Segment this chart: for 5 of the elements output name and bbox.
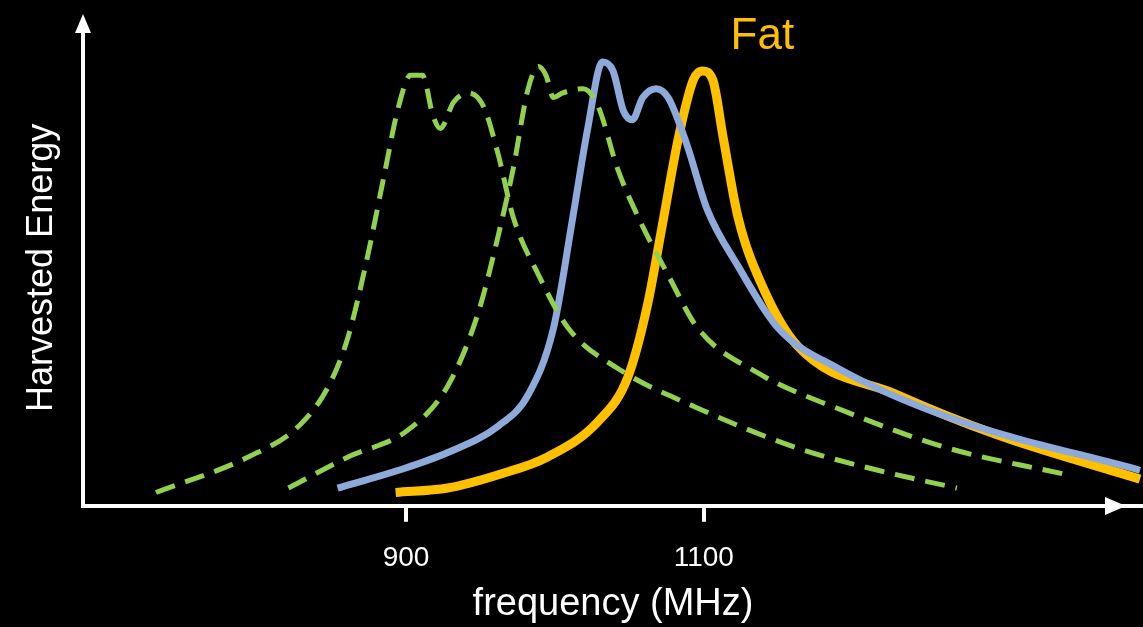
series-label: Fat [730,9,795,59]
x-tick-label: 900 [382,541,430,573]
x-tick-label: 1100 [673,541,734,573]
x-axis-title: frequency (MHz) [472,580,754,623]
y-axis-title: Harvested Energy [18,123,60,412]
